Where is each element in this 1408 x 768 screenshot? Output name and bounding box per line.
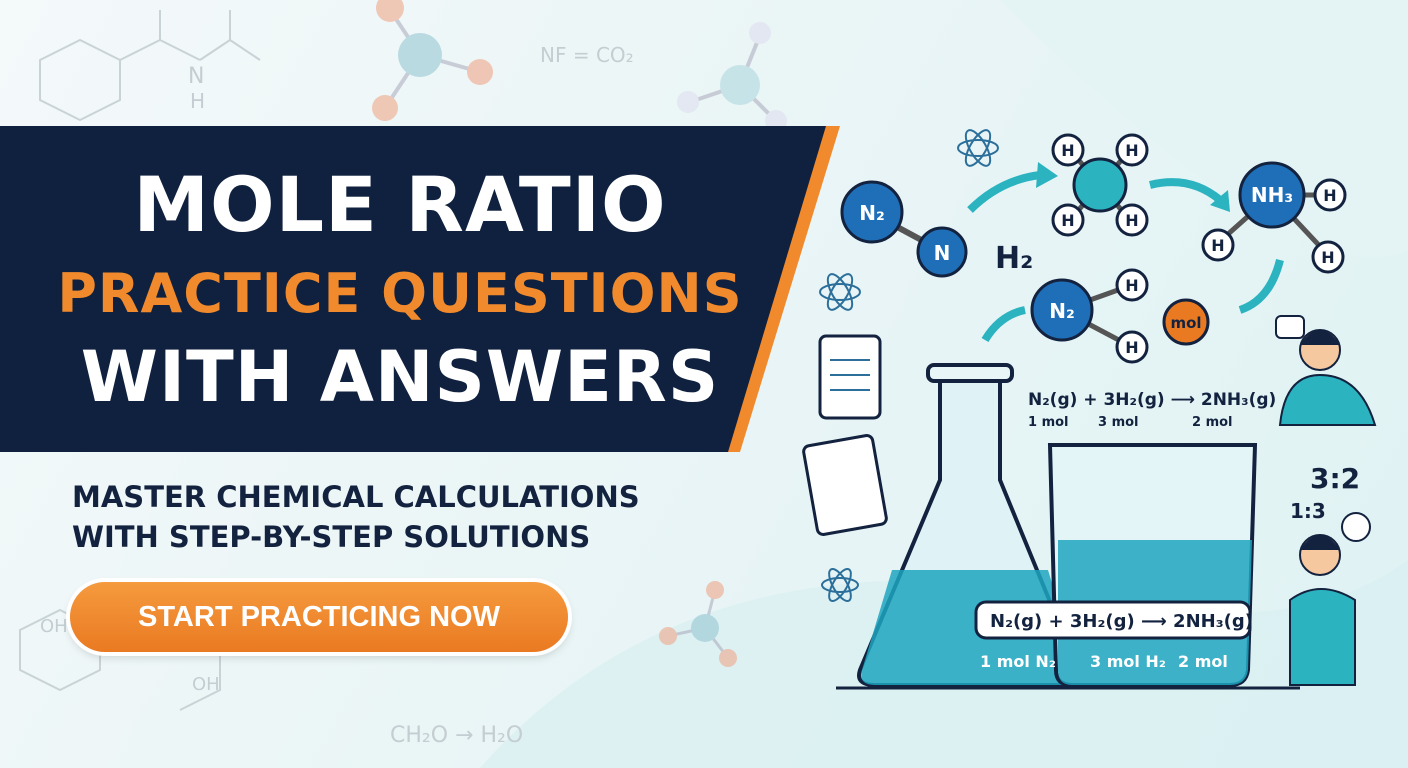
chemistry-illustration: N₂ N H₂ H H H H NH₃ H H H mol N₂ H H [802,129,1377,690]
equation-bottom: N₂(g) + 3H₂(g) ⟶ 2NH₃(g) [990,611,1253,632]
title-banner [0,126,840,452]
ratio-1-3: 1:3 [1290,499,1326,523]
svg-text:H: H [1125,141,1138,160]
svg-text:H: H [1061,141,1074,160]
bg-formula-bottom: CH₂O → H₂O [390,723,523,748]
bg-formula-top: NF = CO₂ [540,43,634,67]
title-line-1: MOLE RATIO [133,160,667,249]
equation-box [974,600,1252,640]
eq-top-label-1: 1 mol [1028,415,1069,430]
bg-h-label: H [190,89,205,113]
bg-n-label: N [188,64,204,89]
bg-molecule-icon [372,0,787,667]
svg-text:H: H [1125,211,1138,230]
svg-text:H: H [1125,276,1138,295]
n2h2-molecule: N₂ H H [1030,268,1149,364]
equation-top: N₂(g) + 3H₂(g) ⟶ 2NH₃(g) [1028,390,1276,410]
h2-label: H₂ [995,241,1033,276]
atom-icon [819,129,999,602]
eq-top-label-3: 2 mol [1192,415,1233,430]
arrow-icon [967,171,1041,213]
nh3-molecule: NH₃ H H H [1201,161,1347,274]
start-practicing-button[interactable]: START PRACTICING NOW [70,582,568,652]
svg-text:H: H [1321,248,1334,267]
bg-oh-label: OH [40,616,68,637]
svg-text:H: H [1323,186,1336,205]
svg-text:H: H [1211,236,1224,255]
eq-bottom-label-1: 1 mol N₂ [980,652,1056,671]
svg-text:mol: mol [1170,314,1201,332]
svg-text:N₂: N₂ [859,201,885,225]
title-line-2: PRACTICE QUESTIONS [57,262,743,325]
svg-text:H: H [1061,211,1074,230]
bg-oh-label: OH [192,674,220,695]
mol-badge [1162,298,1210,346]
eq-bottom-label-3: 2 mol [1178,652,1228,671]
subtitle-line-2: WITH STEP-BY-STEP SOLUTIONS [72,520,591,554]
notepad-icon [802,334,888,536]
svg-text:H: H [1125,338,1138,357]
arrow-icon [1149,178,1223,204]
student-avatar-bottom [1289,512,1371,686]
title-line-3: WITH ANSWERS [80,336,720,418]
svg-text:N₂: N₂ [1049,299,1075,323]
student-avatar-top [1275,315,1377,426]
n2-molecule: N₂ N [840,180,968,278]
arrow-icon [1238,258,1284,314]
svg-text:NH₃: NH₃ [1251,183,1293,207]
beaker [1047,443,1258,687]
subtitle-line-1: MASTER CHEMICAL CALCULATIONS [72,480,640,514]
eq-bottom-label-2: 3 mol H₂ [1090,652,1166,671]
svg-text:N: N [934,241,951,265]
ratio-3-2: 3:2 [1310,462,1360,495]
eq-top-label-2: 3 mol [1098,415,1139,430]
